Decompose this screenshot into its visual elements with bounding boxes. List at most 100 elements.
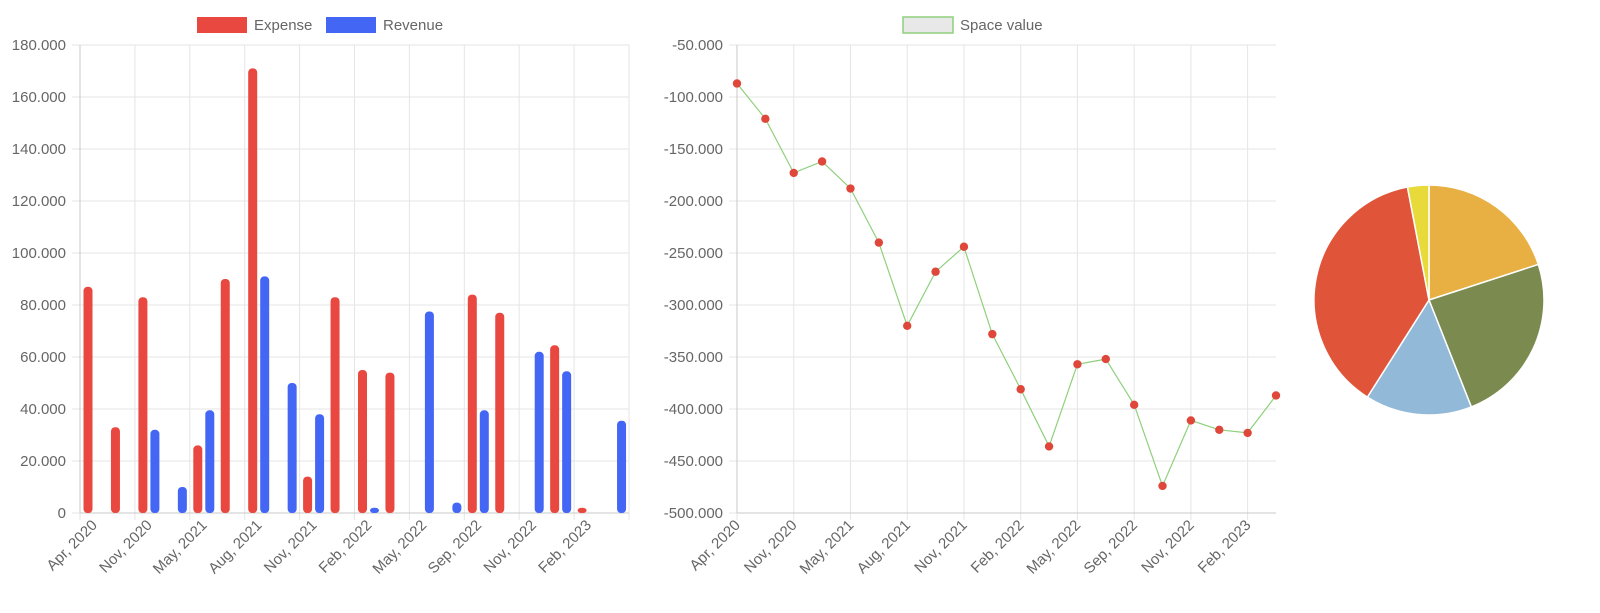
bar-series: [83, 68, 627, 514]
space-value-point: [874, 238, 884, 247]
legend-swatch-expense[interactable]: [197, 17, 247, 33]
space-value-points: [732, 79, 1281, 491]
legend-label-revenue[interactable]: Revenue: [383, 17, 443, 34]
space-value-point: [789, 168, 798, 178]
legend-swatch-revenue[interactable]: [326, 17, 376, 33]
revenue-bar: [452, 502, 462, 513]
expense-bar: [358, 370, 367, 513]
expense-bar: [83, 286, 93, 513]
bar-y-tick-label: 180.000: [12, 37, 66, 54]
line-chart-grid: [729, 44, 1276, 520]
space-value-point: [1186, 416, 1196, 425]
line-chart-legend[interactable]: Space value: [902, 16, 1043, 34]
line-x-tick-label: Sep, 2022: [1081, 517, 1141, 577]
revenue-bar: [562, 371, 572, 513]
expense-bar: [303, 476, 313, 513]
expense-bar: [330, 297, 340, 513]
bar-y-tick-label: 140.000: [12, 141, 66, 158]
revenue-bar: [534, 351, 544, 513]
bar-x-tick-label: Sep, 2022: [425, 517, 485, 577]
space-value-point: [761, 114, 770, 124]
line-x-tick-label: Feb, 2022: [968, 517, 1028, 577]
bar-x-tick-label: Nov, 2022: [480, 517, 540, 577]
line-chart: Space value -50.000 -100.000 -150.000 -200.…: [664, 16, 1281, 578]
bar-x-tick-label: May, 2022: [369, 517, 430, 578]
expense-bar: [495, 312, 505, 513]
bar-x-tick-label: Aug, 2021: [205, 517, 265, 577]
bar-chart-legend[interactable]: Expense Revenue: [197, 17, 443, 34]
revenue-bar: [260, 276, 270, 513]
legend-swatch-space-value[interactable]: [902, 16, 954, 34]
bar-x-tick-label: May, 2021: [150, 517, 211, 578]
bar-y-tick-label: 0: [58, 505, 66, 522]
space-value-point: [931, 267, 940, 276]
line-y-tick-label: -300.000: [664, 297, 723, 314]
expense-bar: [467, 294, 477, 513]
line-x-tick-label: Aug, 2021: [854, 517, 914, 577]
space-value-point: [988, 329, 997, 339]
bar-y-tick-label: 160.000: [12, 89, 66, 106]
pie-slice: [1406, 184, 1430, 301]
space-value-point: [959, 242, 969, 251]
revenue-bar: [370, 507, 379, 513]
line-x-tick-label: May, 2021: [797, 517, 858, 578]
space-value-point: [1016, 385, 1025, 394]
space-value-point: [1158, 481, 1167, 491]
line-y-tick-label: -450.000: [664, 453, 723, 470]
line-x-tick-label: May, 2022: [1023, 517, 1084, 578]
revenue-bar: [315, 414, 325, 513]
space-value-point: [732, 79, 742, 88]
bar-x-tick-label: Feb, 2022: [316, 517, 376, 577]
space-value-point: [1243, 428, 1252, 438]
revenue-bar: [617, 420, 627, 513]
line-y-tick-label: -100.000: [664, 89, 723, 106]
revenue-bar: [424, 311, 434, 513]
line-x-tick-label: Apr, 2020: [686, 517, 743, 574]
line-x-tick-label: Nov, 2021: [911, 517, 971, 577]
line-x-tick-label: Nov, 2022: [1138, 517, 1198, 577]
pie-chart: [1313, 184, 1545, 416]
revenue-bar: [479, 410, 489, 513]
bar-y-tick-label: 100.000: [12, 245, 66, 262]
line-x-tick-label: Nov, 2020: [741, 517, 801, 577]
bar-chart: Expense Revenue 180.000 160.000 140.000 120…: [12, 17, 630, 578]
space-value-point: [1129, 400, 1139, 410]
revenue-bar: [287, 383, 297, 513]
pie-slice: [1366, 298, 1473, 416]
bar-x-tick-label: Nov, 2020: [96, 517, 156, 577]
space-value-point: [903, 321, 912, 330]
line-y-tick-label: -50.000: [672, 37, 723, 54]
space-value-point: [1044, 442, 1054, 451]
expense-bar: [550, 345, 560, 513]
expense-bar: [248, 68, 258, 514]
bar-y-tick-label: 60.000: [20, 349, 66, 366]
expense-bar: [220, 279, 230, 513]
expense-bar: [138, 297, 148, 513]
line-y-tick-label: -250.000: [664, 245, 723, 262]
space-value-point: [1101, 354, 1110, 364]
bar-x-tick-label: Apr, 2020: [43, 517, 100, 574]
line-y-tick-label: -150.000: [664, 141, 723, 158]
line-x-tick-label: Feb, 2023: [1195, 517, 1255, 577]
revenue-bar: [150, 429, 160, 513]
space-value-point: [1215, 425, 1224, 434]
expense-bar: [385, 372, 395, 513]
bar-y-tick-label: 20.000: [20, 453, 66, 470]
space-value-point: [846, 184, 855, 193]
space-value-line: [736, 83, 1277, 488]
pie-slice: [1313, 186, 1430, 399]
legend-label-expense[interactable]: Expense: [254, 17, 312, 34]
expense-bar: [577, 507, 587, 513]
revenue-bar: [177, 487, 187, 513]
legend-label-space-value[interactable]: Space value: [960, 17, 1043, 34]
expense-bar: [193, 445, 203, 513]
expense-bar: [110, 427, 120, 513]
space-value-point: [817, 157, 827, 166]
bar-x-tick-label: Feb, 2023: [535, 517, 595, 577]
pie-slice: [1428, 184, 1540, 302]
bar-y-tick-label: 80.000: [20, 297, 66, 314]
line-y-tick-label: -400.000: [664, 401, 723, 418]
bar-x-tick-label: Nov, 2021: [261, 517, 321, 577]
